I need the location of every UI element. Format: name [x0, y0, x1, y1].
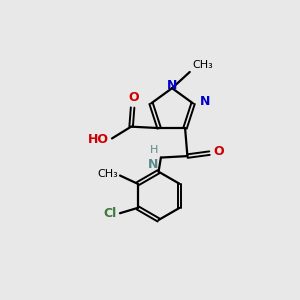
Text: O: O — [129, 91, 140, 104]
Text: H: H — [150, 145, 158, 155]
Text: N: N — [167, 79, 177, 92]
Text: CH₃: CH₃ — [97, 169, 118, 179]
Text: O: O — [213, 145, 224, 158]
Text: N: N — [200, 95, 210, 109]
Text: Cl: Cl — [104, 207, 117, 220]
Text: N: N — [148, 158, 158, 171]
Text: HO: HO — [88, 134, 109, 146]
Text: CH₃: CH₃ — [193, 60, 213, 70]
